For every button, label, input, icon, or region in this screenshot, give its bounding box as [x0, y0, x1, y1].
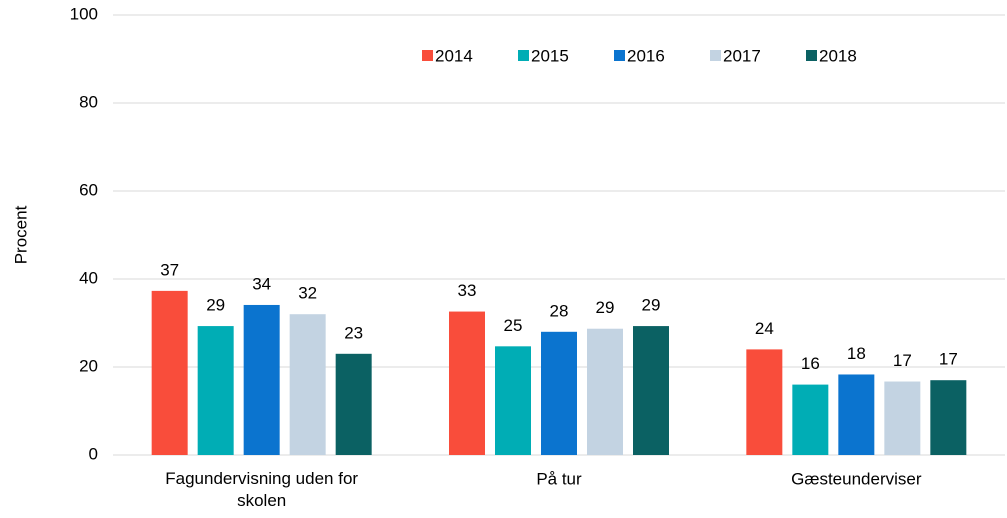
x-tick-label: Fagundervisning uden for skolen [165, 469, 358, 510]
x-tick-label: Gæsteunderviser [791, 469, 922, 488]
y-tick-label: 20 [79, 356, 98, 375]
data-label: 23 [344, 323, 363, 342]
legend-swatch [614, 50, 625, 61]
data-label: 33 [458, 281, 477, 300]
bar [495, 346, 531, 455]
data-label: 34 [252, 274, 271, 293]
y-axis-label: Procent [11, 205, 30, 264]
data-label: 32 [298, 284, 317, 303]
legend-swatch [806, 50, 817, 61]
bar [449, 311, 485, 455]
bar [746, 349, 783, 455]
bar [587, 328, 623, 455]
y-tick-label: 40 [79, 268, 98, 287]
legend-label: 2014 [435, 46, 473, 65]
data-label: 29 [596, 298, 615, 317]
bar [541, 331, 577, 455]
bar [289, 314, 326, 455]
data-label: 25 [504, 316, 523, 335]
data-label: 17 [893, 351, 912, 370]
y-tick-label: 80 [79, 92, 98, 111]
bar [838, 374, 875, 455]
bar [335, 353, 372, 455]
data-label: 16 [801, 354, 820, 373]
bar [197, 326, 234, 455]
bar [884, 381, 921, 455]
legend-label: 2015 [531, 46, 569, 65]
legend-label: 2016 [627, 46, 665, 65]
x-tick-label: På tur [536, 469, 582, 488]
data-label: 29 [206, 296, 225, 315]
legend-swatch [518, 50, 529, 61]
legend-label: 2018 [819, 46, 857, 65]
legend-label: 2017 [723, 46, 761, 65]
data-label: 18 [847, 344, 866, 363]
data-label: 37 [160, 260, 179, 279]
data-label: 28 [550, 301, 569, 320]
legend-swatch [710, 50, 721, 61]
data-label: 29 [642, 296, 661, 315]
bar [930, 380, 967, 455]
y-tick-label: 60 [79, 180, 98, 199]
y-tick-label: 100 [70, 4, 98, 23]
data-label: 24 [755, 319, 774, 338]
bar [792, 384, 829, 455]
data-label: 17 [939, 350, 958, 369]
legend-swatch [422, 50, 433, 61]
y-tick-label: 0 [89, 444, 98, 463]
bar [633, 326, 669, 455]
bar [243, 304, 280, 455]
bar [151, 290, 188, 455]
